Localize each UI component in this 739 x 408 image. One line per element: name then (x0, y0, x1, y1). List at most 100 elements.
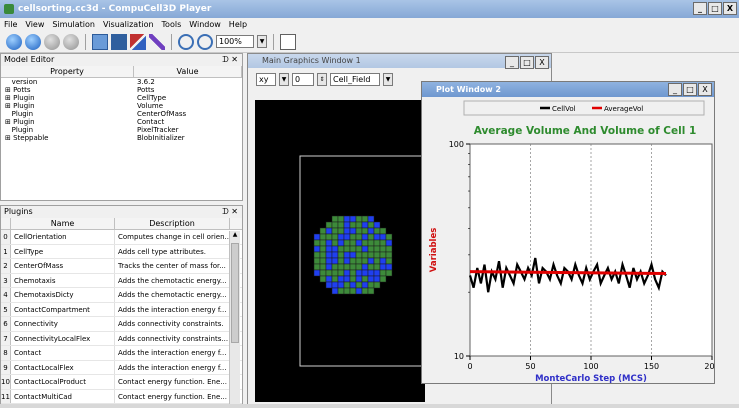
model-editor-row[interactable]: Plugin CenterOfMass (1, 110, 242, 118)
close-button[interactable]: X (723, 2, 737, 15)
plugin-row[interactable]: 9 ContactLocalFlex Adds the interaction en… (1, 360, 242, 375)
plugin-name-cell: ContactCompartment (11, 302, 115, 316)
value-cell: Contact (137, 118, 165, 126)
minimize-button[interactable]: _ (505, 56, 519, 69)
model-editor-row[interactable]: ⊞ Plugin Volume (1, 102, 242, 110)
plugin-row[interactable]: 7 ConnectivityLocalFlex Adds connectivity … (1, 331, 242, 346)
menu-window[interactable]: Window (189, 20, 221, 29)
plugin-row[interactable]: 3 Chemotaxis Adds the chemotactic energy..… (1, 273, 242, 288)
cell-pixel (337, 215, 345, 223)
zoom-out-icon[interactable] (197, 33, 213, 50)
run-icon[interactable] (6, 33, 22, 50)
cell-pixel (343, 221, 351, 229)
column-value[interactable]: Value (134, 66, 242, 77)
column-index (1, 218, 11, 229)
cell-pixel (349, 287, 357, 295)
scrollbar-thumb[interactable] (231, 243, 239, 343)
cut-icon[interactable] (130, 33, 146, 50)
spin-arrows-icon[interactable]: ⇕ (317, 72, 327, 86)
pause-icon[interactable] (44, 33, 60, 50)
model-editor-row[interactable]: Plugin PixelTracker (1, 126, 242, 134)
plugin-row[interactable]: 8 Contact Adds the interaction energy f... (1, 346, 242, 361)
chevron-down-icon[interactable]: ▼ (257, 35, 267, 48)
menu-visualization[interactable]: Visualization (103, 20, 154, 29)
cell-pixel (319, 251, 327, 259)
model-editor-row[interactable]: ⊞ Potts Potts (1, 86, 242, 94)
cell-pixel (361, 245, 369, 253)
cell-pixel (331, 215, 339, 223)
plane-select[interactable]: xy (256, 72, 276, 86)
open-file-icon[interactable] (92, 33, 108, 50)
cell-pixel (367, 221, 375, 229)
maximize-button[interactable]: □ (520, 56, 534, 69)
zoom-in-icon[interactable] (178, 33, 194, 50)
plugin-description-cell: Adds the chemotactic energy... (118, 276, 227, 285)
model-editor-row[interactable]: ⊞ Steppable BlobInitializer (1, 134, 242, 142)
plugin-row[interactable]: 4 ChemotaxisDicty Adds the chemotactic ene… (1, 288, 242, 303)
plugin-description-cell: Adds the interaction energy f... (118, 305, 227, 314)
menu-simulation[interactable]: Simulation (52, 20, 95, 29)
close-button[interactable]: X (698, 83, 712, 96)
plugins-scrollbar[interactable]: ▲ (229, 231, 240, 405)
screenshot-icon[interactable] (280, 33, 296, 50)
cell-pixel (343, 287, 351, 295)
column-name[interactable]: Name (11, 218, 115, 229)
menu-view[interactable]: View (25, 20, 45, 29)
cell-pixel (349, 221, 357, 229)
plugin-row[interactable]: 2 CenterOfMass Tracks the center of mass f… (1, 259, 242, 274)
dock-close-icon[interactable]: ᗪ ✕ (222, 207, 238, 216)
chevron-down-icon[interactable]: ▼ (279, 72, 289, 86)
zoom-level-select[interactable]: 100% (216, 35, 254, 48)
scroll-up-icon[interactable]: ▲ (232, 231, 238, 238)
value-cell: Volume (137, 102, 164, 110)
plugin-name-cell: CenterOfMass (11, 259, 115, 273)
minimize-button[interactable]: _ (668, 83, 682, 96)
cell-pixel (349, 275, 357, 283)
property-cell: ⊞ Plugin (5, 94, 35, 102)
row-index: 2 (1, 259, 11, 273)
menu-help[interactable]: Help (228, 20, 248, 29)
model-editor-row[interactable]: ⊞ Plugin CellType (1, 94, 242, 102)
value-cell: BlobInitializer (137, 134, 185, 142)
dock-close-icon[interactable]: ᗪ ✕ (222, 55, 238, 64)
row-index: 6 (1, 317, 11, 331)
cell-field-view (299, 155, 426, 367)
plugin-name-cell: ChemotaxisDicty (11, 288, 115, 302)
cell-pixel (337, 281, 345, 289)
graphics-canvas[interactable] (255, 100, 426, 402)
maximize-button[interactable]: □ (708, 2, 722, 15)
plugin-row[interactable]: 6 Connectivity Adds connectivity constrain… (1, 317, 242, 332)
maximize-button[interactable]: □ (683, 83, 697, 96)
plugin-row[interactable]: 1 CellType Adds cell type attributes. (1, 244, 242, 259)
plugin-row[interactable]: 0 CellOrientation Computes change in cell … (1, 230, 242, 245)
column-description[interactable]: Description (115, 218, 230, 229)
model-editor-row[interactable]: version 3.6.2 (1, 78, 242, 86)
plot-window: Plot Window 2 _ □ X CellVol AverageVol Ave… (421, 81, 715, 384)
plugin-name-cell: CellType (11, 244, 115, 258)
cell-pixel (355, 233, 363, 241)
edit-icon[interactable] (149, 33, 165, 50)
cell-pixel (373, 269, 381, 277)
cell-pixel (325, 275, 333, 283)
plugin-name-cell: Chemotaxis (11, 273, 115, 287)
close-button[interactable]: X (535, 56, 549, 69)
cell-pixel (367, 251, 375, 259)
column-property[interactable]: Property (1, 66, 134, 77)
minimize-button[interactable]: _ (693, 2, 707, 15)
model-editor-row[interactable]: ⊞ Plugin Contact (1, 118, 242, 126)
field-select[interactable]: Cell_Field (330, 72, 380, 86)
chevron-down-icon[interactable]: ▼ (383, 72, 393, 86)
cell-pixel (373, 245, 381, 253)
cell-pixel (355, 239, 363, 247)
cell-pixel (349, 245, 357, 253)
menu-file[interactable]: File (4, 20, 18, 29)
stop-icon[interactable] (63, 33, 79, 50)
step-icon[interactable] (25, 33, 41, 50)
plugin-row[interactable]: 11 ContactMultiCad Contact energy function… (1, 389, 242, 404)
menu-tools[interactable]: Tools (161, 20, 182, 29)
save-icon[interactable] (111, 33, 127, 50)
slice-spinbox[interactable]: 0 (292, 72, 314, 86)
plugin-description-cell: Adds connectivity constraints... (118, 334, 229, 343)
plugin-row[interactable]: 5 ContactCompartment Adds the interaction … (1, 302, 242, 317)
plugin-row[interactable]: 10 ContactLocalProduct Contact energy func… (1, 375, 242, 390)
